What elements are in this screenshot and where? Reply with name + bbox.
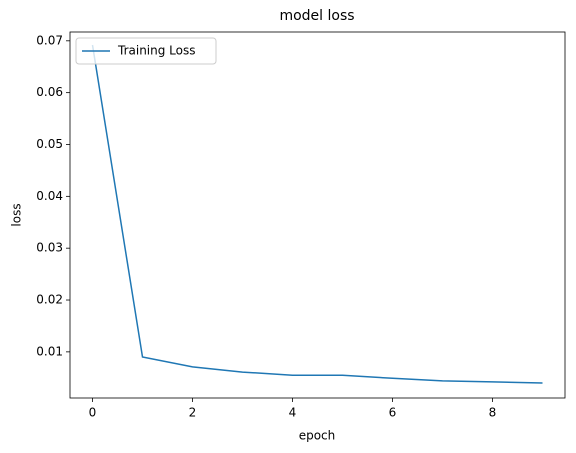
x-tick-label: 0: [89, 406, 97, 420]
x-axis-label: epoch: [299, 429, 336, 443]
x-tick-label: 4: [289, 406, 297, 420]
x-tick-label: 8: [489, 406, 497, 420]
y-tick-label: 0.07: [36, 33, 63, 47]
y-tick-label: 0.02: [36, 293, 63, 307]
plot-frame: [69, 31, 566, 399]
legend-box: [75, 37, 217, 65]
y-tick-label: 0.06: [36, 85, 63, 99]
legend-label: Training Loss: [117, 44, 195, 58]
y-tick-label: 0.04: [36, 189, 63, 203]
x-tick-label: 6: [389, 406, 397, 420]
y-tick-label: 0.01: [36, 344, 63, 358]
y-tick-label: 0.03: [36, 241, 63, 255]
y-tick-label: 0.05: [36, 137, 63, 151]
line: [91, 44, 543, 384]
y-axis-label: loss: [10, 203, 24, 226]
x-tick-label: 2: [189, 406, 197, 420]
chart-title: model loss: [279, 8, 354, 24]
